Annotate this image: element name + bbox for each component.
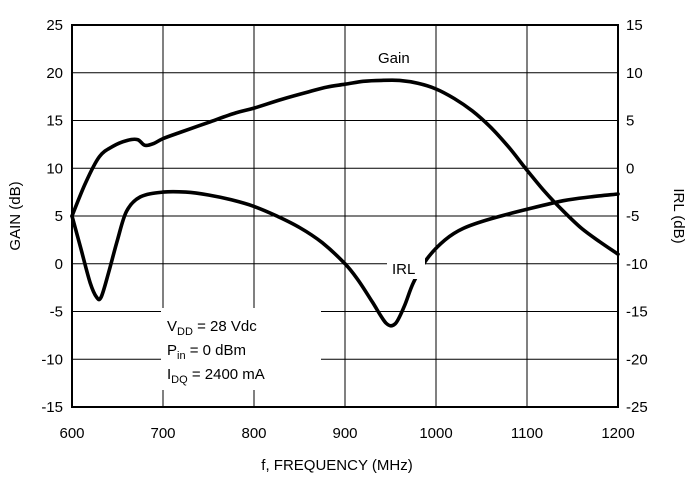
x-tick-label: 800	[241, 425, 266, 442]
conditions-box-bg	[161, 308, 321, 390]
pin-main: P	[167, 342, 177, 359]
y-tick-label-right: 0	[626, 160, 634, 177]
vdd-main: V	[167, 318, 177, 335]
pin-sub: in	[177, 350, 186, 362]
gain-series-label: Gain	[378, 50, 410, 67]
idq-annotation: IDQ = 2400 mA	[167, 366, 265, 386]
x-axis-title: f, FREQUENCY (MHz)	[261, 457, 412, 474]
y-tick-label-right: -20	[626, 351, 648, 368]
pin-rest: = 0 dBm	[186, 342, 246, 359]
y-tick-label-left: 25	[46, 17, 63, 34]
x-tick-label: 700	[150, 425, 175, 442]
x-tick-label: 1100	[511, 425, 543, 442]
x-tick-label: 1000	[419, 425, 452, 442]
grid-lines	[71, 24, 619, 408]
y-tick-label-left: 20	[46, 65, 63, 82]
tick-labels: 600 700 800 900 1000 1100 1200 25 20 15 10 5 0 -5 -10 -…	[41, 17, 647, 442]
y-tick-label-right: 5	[626, 113, 634, 130]
y-tick-label-left: 5	[55, 208, 63, 225]
y-tick-label-left: 10	[46, 160, 63, 177]
x-tick-label: 900	[332, 425, 357, 442]
idq-main: I	[167, 366, 171, 383]
x-tick-label: 600	[59, 425, 84, 442]
vdd-rest: = 28 Vdc	[193, 318, 257, 335]
y-tick-label-right: -25	[626, 399, 648, 416]
series-line-irl	[70, 189, 620, 328]
y-axis-title-left: GAIN (dB)	[7, 181, 24, 250]
y-tick-label-left: 15	[46, 113, 63, 130]
y-axis-title-right: IRL (dB)	[670, 188, 687, 243]
y-tick-label-left: -5	[50, 304, 63, 321]
y-tick-label-right: -15	[626, 304, 648, 321]
y-tick-label-right: -10	[626, 256, 648, 273]
idq-sub: DQ	[171, 374, 188, 386]
vdd-annotation: VDD = 28 Vdc	[167, 318, 257, 338]
irl-label-bg	[387, 257, 425, 279]
curves	[70, 78, 620, 328]
y-tick-label-left: -15	[41, 399, 63, 416]
gain-label-bg	[373, 46, 419, 68]
y-tick-label-right: -5	[626, 208, 639, 225]
y-tick-label-left: 0	[55, 256, 63, 273]
irl-series-label: IRL	[392, 261, 415, 278]
pin-annotation: Pin = 0 dBm	[167, 342, 246, 362]
idq-rest: = 2400 mA	[188, 366, 265, 383]
y-tick-label-right: 10	[626, 65, 643, 82]
y-tick-label-left: -10	[41, 351, 63, 368]
vdd-sub: DD	[177, 326, 193, 338]
y-tick-label-right: 15	[626, 17, 643, 34]
x-tick-label: 1200	[601, 425, 634, 442]
series-line-gain	[70, 78, 620, 256]
